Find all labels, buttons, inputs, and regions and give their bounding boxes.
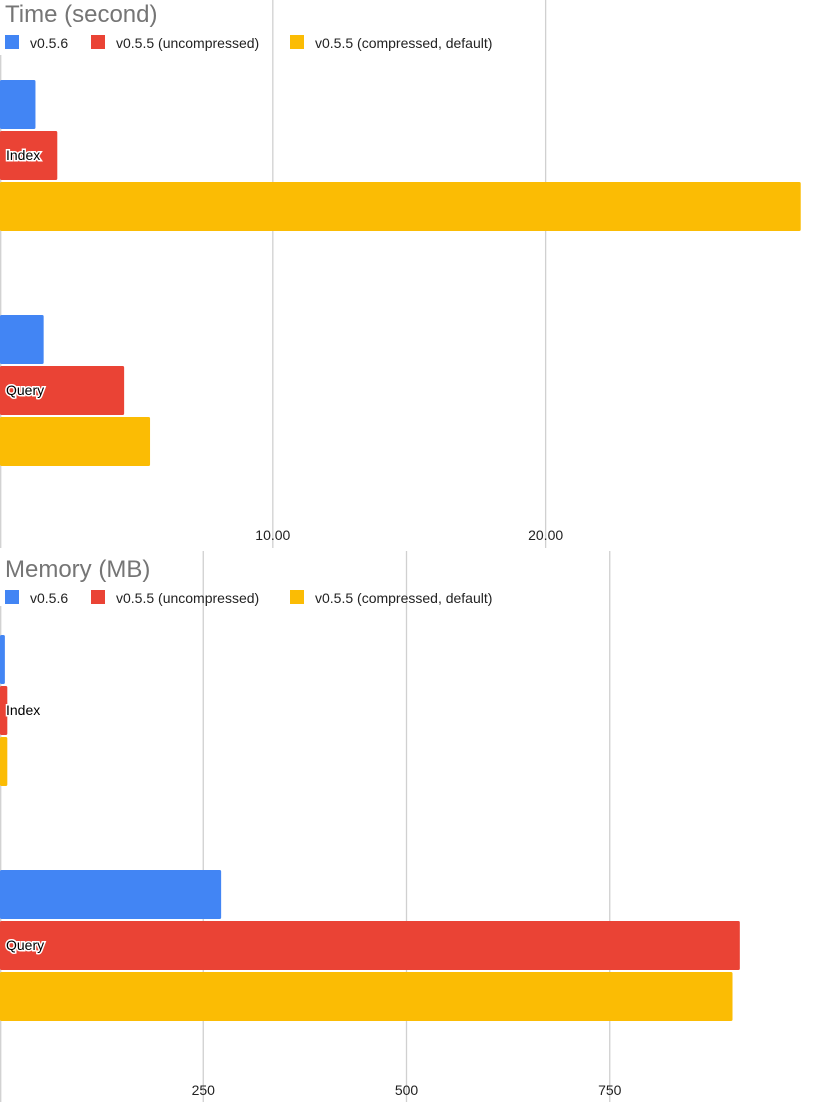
- bar-index-series-1: [0, 131, 58, 180]
- legend-entry: v0.5.5 (uncompressed): [91, 35, 259, 51]
- legend-swatch: [5, 590, 19, 604]
- legend-entry: v0.5.6: [5, 35, 68, 51]
- bar-query-series-2: [0, 417, 151, 466]
- category-label: Index: [6, 702, 40, 718]
- bar-index-series-0: [0, 80, 36, 129]
- bar-query-series-0: [0, 315, 44, 364]
- category-label: Query: [6, 937, 44, 953]
- memory-chart: 250 500 750 Memory (MB) v0.5.6 v0.5.5 (uncomp…: [0, 551, 740, 1102]
- legend-label: v0.5.6: [30, 35, 68, 51]
- bar-query-series-1: [0, 921, 740, 970]
- x-tick-label: 500: [395, 1082, 419, 1098]
- legend-label: v0.5.5 (compressed, default): [315, 590, 492, 606]
- category-label: Query: [6, 382, 44, 398]
- x-tick-label: 250: [192, 1082, 216, 1098]
- x-tick-label: 750: [598, 1082, 622, 1098]
- category-label: Index: [6, 147, 40, 163]
- legend-swatch: [91, 35, 105, 49]
- legend-label: v0.5.5 (uncompressed): [116, 590, 259, 606]
- x-tick-label: 20.00: [528, 527, 563, 543]
- legend-entry: v0.5.5 (compressed, default): [290, 35, 492, 51]
- legend-entry: v0.5.5 (compressed, default): [290, 590, 492, 606]
- legend-swatch: [290, 35, 304, 49]
- bar-query-series-2: [0, 972, 733, 1021]
- time-chart: 10.00 20.00 Time (second) v0.5.6 v0.5.5 (unc…: [0, 0, 801, 548]
- bar-index-series-2: [0, 182, 801, 231]
- bar-index-series-2: [0, 737, 8, 786]
- legend-label: v0.5.5 (compressed, default): [315, 35, 492, 51]
- legend-entry: v0.5.5 (uncompressed): [91, 590, 259, 606]
- legend-label: v0.5.6: [30, 590, 68, 606]
- legend-label: v0.5.5 (uncompressed): [116, 35, 259, 51]
- legend-swatch: [290, 590, 304, 604]
- bar-query-series-0: [0, 870, 222, 919]
- x-tick-label: 10.00: [255, 527, 290, 543]
- legend-entry: v0.5.6: [5, 590, 68, 606]
- bar-index-series-1: [0, 686, 8, 735]
- legend-swatch: [5, 35, 19, 49]
- bar-index-series-0: [0, 635, 5, 684]
- chart-title: Memory (MB): [5, 556, 150, 583]
- bar-query-series-1: [0, 366, 125, 415]
- legend-swatch: [91, 590, 105, 604]
- chart-title: Time (second): [5, 1, 157, 28]
